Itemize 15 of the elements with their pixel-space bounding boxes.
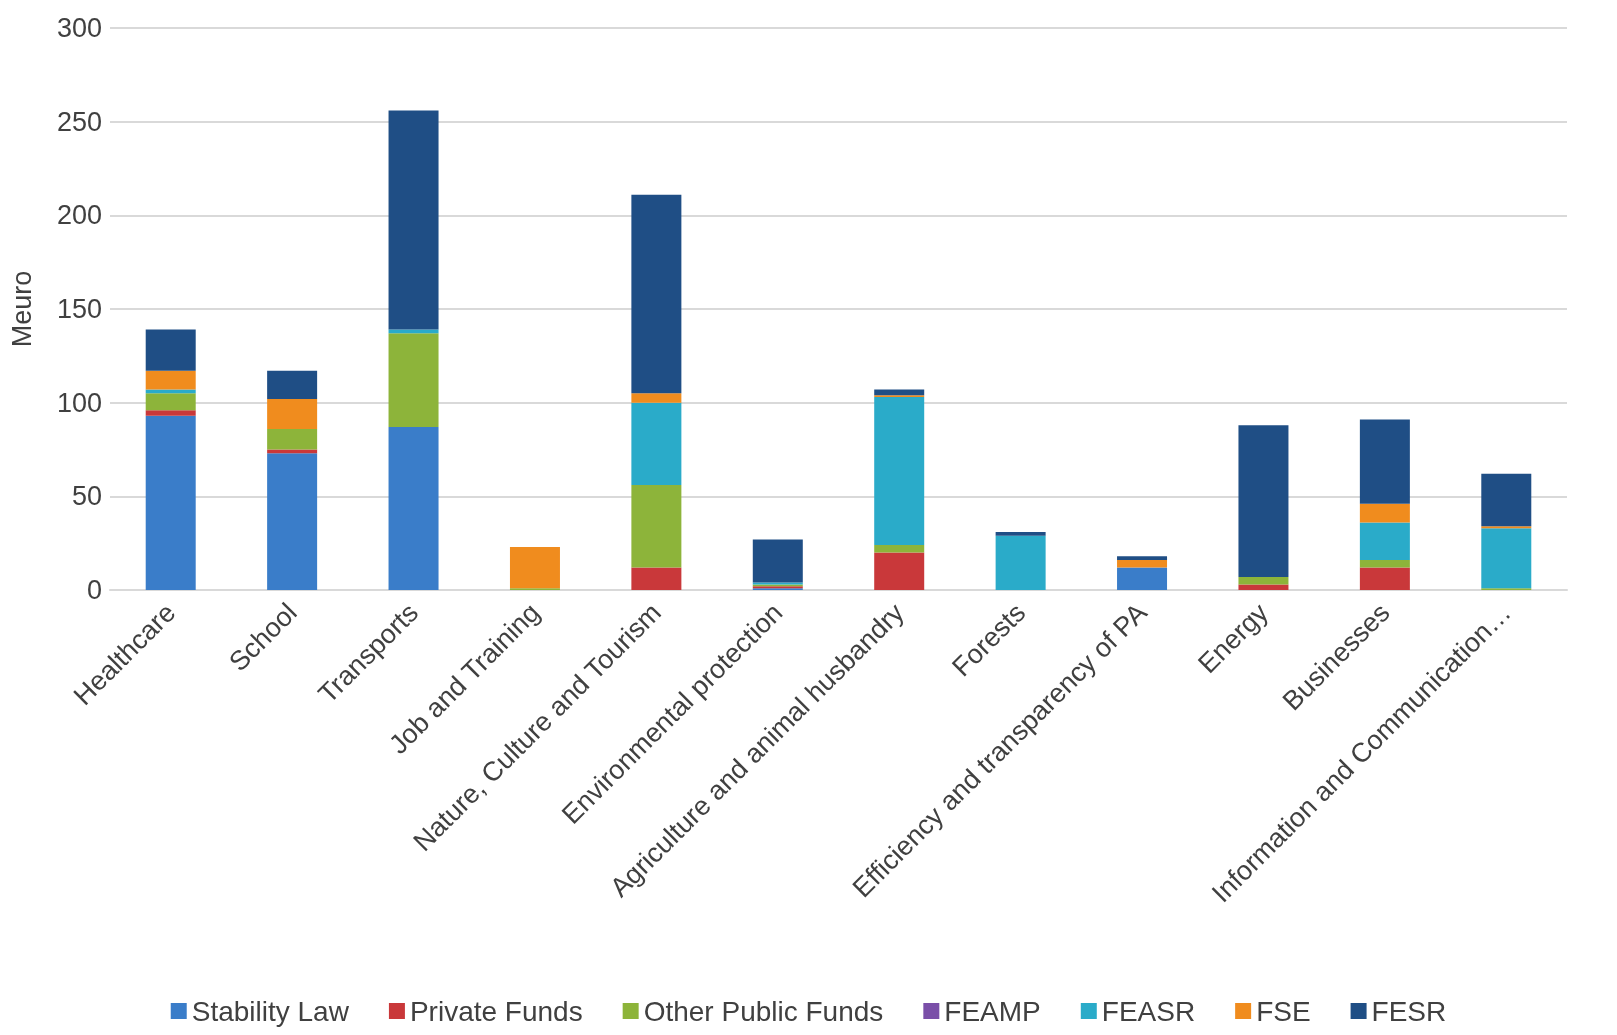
y-tick-label: 250: [56, 106, 102, 137]
legend-label: FESR: [1371, 995, 1447, 1027]
y-tick-label: 300: [56, 13, 102, 43]
y-tick-label: 150: [56, 294, 102, 324]
legend-label: Stability Law: [191, 995, 350, 1027]
legend-label: Private Funds: [409, 995, 583, 1027]
y-axis-title: Meuro: [6, 270, 37, 348]
y-tick-label: 50: [71, 481, 102, 512]
legend-label: FEASR: [1101, 995, 1196, 1027]
legend-label: FSE: [1256, 995, 1311, 1027]
legend-label: FEAMP: [944, 995, 1041, 1027]
y-tick-label: 0: [86, 575, 102, 605]
y-tick-label: 200: [56, 200, 102, 231]
y-tick-label: 100: [56, 387, 102, 418]
legend-label: Other Public Funds: [643, 995, 884, 1027]
